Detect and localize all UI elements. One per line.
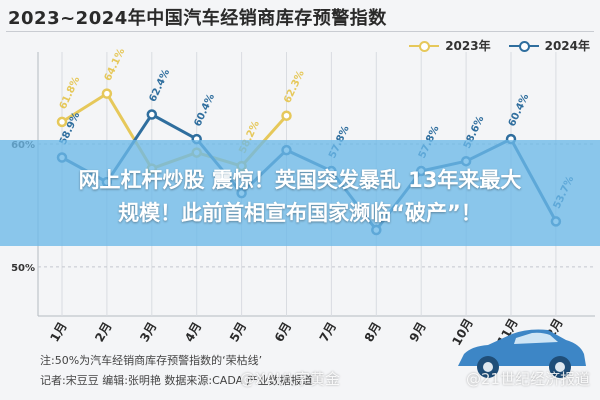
- credit-line: 记者:宋豆豆 编辑:张明艳 数据来源:CADA 产业数据报道: [40, 374, 313, 387]
- x-tick-label: 1月: [47, 320, 69, 345]
- data-label: 62.4%: [148, 68, 173, 104]
- legend-swatch-2023: [409, 40, 440, 52]
- data-label: 60.4%: [192, 92, 217, 128]
- legend-item-2024: 2024年: [508, 37, 590, 54]
- watermark-right: @21世纪经济报道: [466, 370, 591, 388]
- headline-overlay: 网上杠杆炒股 震惊！英国突发暴乱 13年来最大 规模！此前首相宣布国家濒临“破产…: [0, 164, 600, 230]
- headline-banner: [0, 140, 600, 246]
- x-tick-label: 6月: [272, 320, 294, 345]
- x-tick-label: 9月: [407, 320, 429, 345]
- legend-item-2023: 2023年: [409, 37, 491, 54]
- chart-legend: 2023年 2024年: [391, 37, 590, 54]
- data-point-2023: [56, 116, 68, 128]
- title-row: 2023~2024年中国汽车经销商库存预警指数: [0, 0, 600, 32]
- data-label: 61.8%: [58, 75, 83, 111]
- x-tick-label: 8月: [362, 320, 384, 345]
- x-tick-label: 5月: [227, 320, 249, 345]
- page-title: 2023~2024年中国汽车经销商库存预警指数: [8, 8, 387, 29]
- x-tick-label: 7月: [317, 320, 339, 345]
- x-tick-label: 3月: [137, 320, 159, 345]
- legend-swatch-2024: [508, 40, 539, 52]
- legend-label-2024: 2024年: [544, 39, 590, 53]
- legend-label-2023: 2023年: [445, 39, 491, 53]
- headline-line-1: 网上杠杆炒股 震惊！英国突发暴乱 13年来最大: [78, 168, 522, 192]
- data-label: 64.1%: [103, 47, 128, 83]
- car-icon: [458, 329, 586, 378]
- data-point-2023: [101, 88, 113, 99]
- headline-line-2: 规模！此前首相宣布国家濒临“破产”！: [118, 201, 482, 225]
- title-divider: [6, 31, 594, 32]
- data-label: 60.4%: [507, 92, 532, 128]
- footnote: 注:50%为汽车经销商库存预警指数的‘荣枯线’: [40, 354, 263, 367]
- x-tick-label: 2月: [92, 320, 114, 345]
- x-tick-label: 4月: [182, 320, 204, 345]
- data-point-2023: [281, 110, 292, 121]
- watermark-left: @XAI八字黄金: [240, 370, 340, 388]
- data-point-2024: [146, 109, 158, 120]
- data-label: 62.3%: [282, 69, 307, 105]
- y-tick-label: 50%: [11, 263, 35, 274]
